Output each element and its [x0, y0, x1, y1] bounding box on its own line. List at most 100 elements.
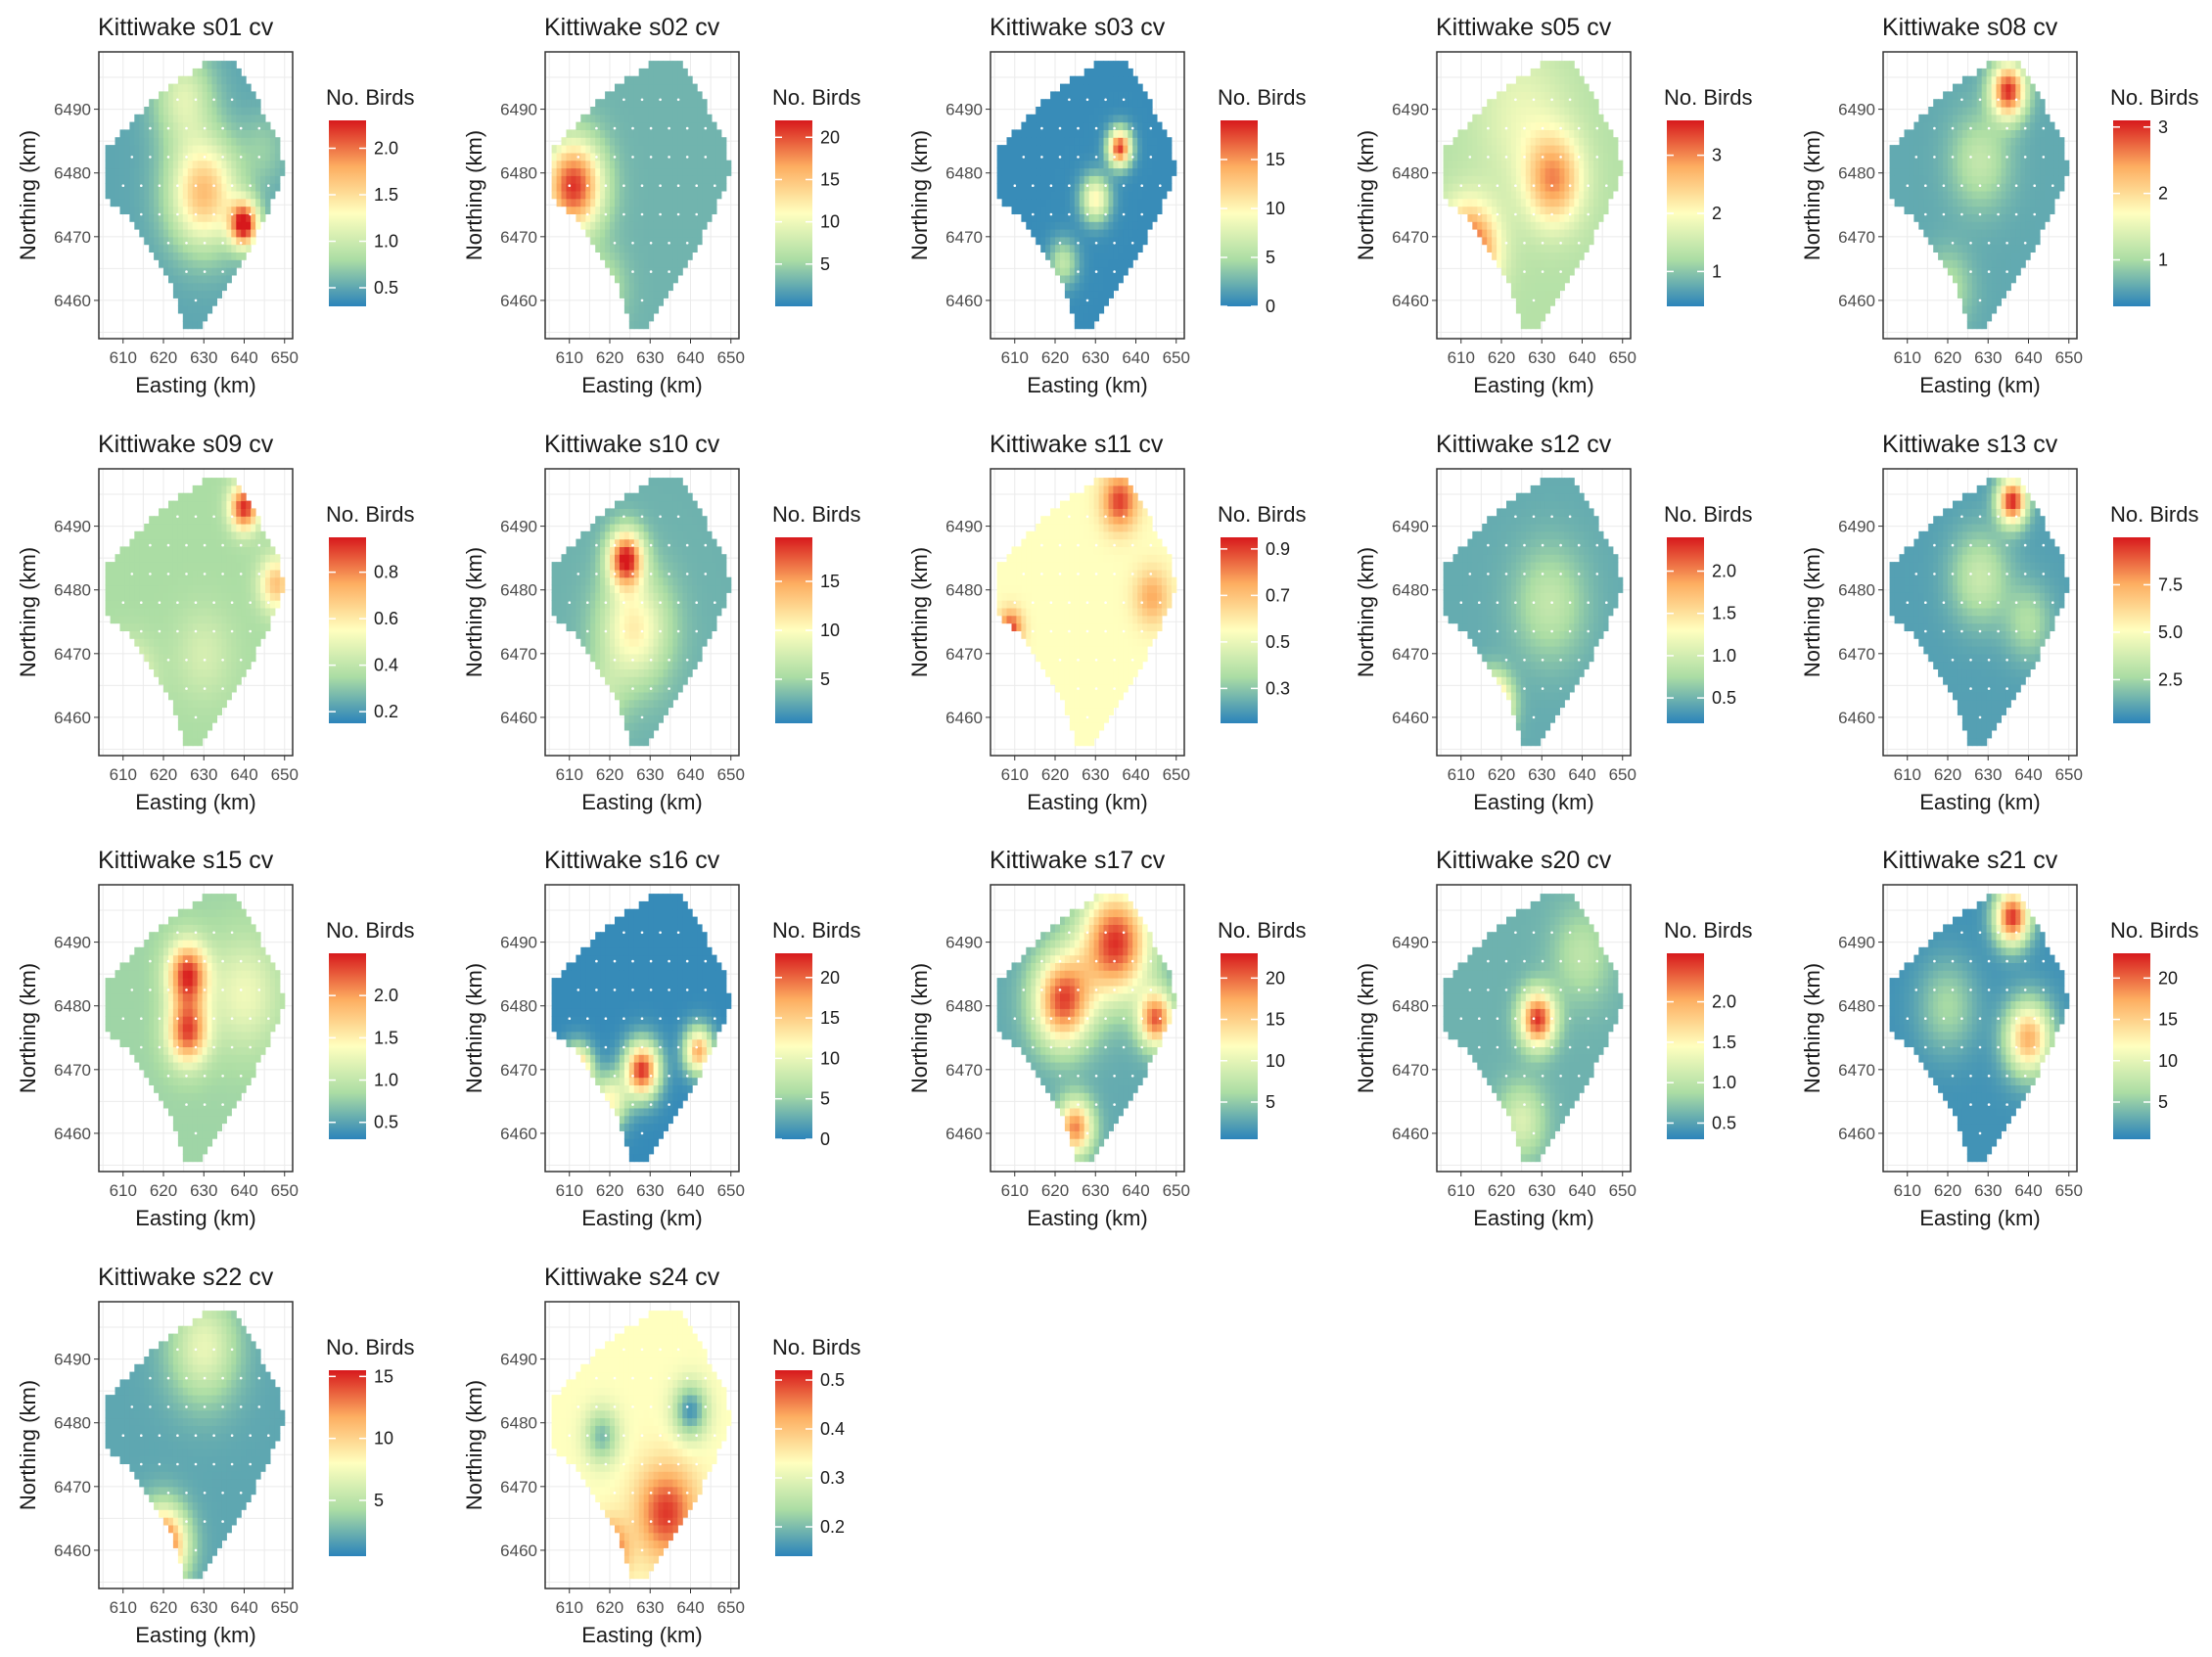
- survey-point: [1969, 242, 1972, 245]
- heatmap-cell: [260, 190, 266, 200]
- survey-point: [659, 212, 662, 216]
- heatmap-cell: [216, 676, 222, 685]
- heatmap-cell: [197, 524, 204, 532]
- heatmap-cell: [163, 684, 169, 693]
- heatmap-cell: [1603, 137, 1609, 146]
- heatmap-cell: [207, 508, 213, 517]
- heatmap-cell: [1510, 274, 1517, 284]
- y-tick-label: 6460: [1392, 292, 1429, 310]
- heatmap-cell: [124, 615, 130, 624]
- heatmap-cell: [1123, 107, 1129, 115]
- heatmap-cell: [1501, 160, 1507, 169]
- heatmap-cell: [1501, 99, 1507, 108]
- heatmap-cell: [623, 121, 630, 130]
- heatmap-cell: [1050, 175, 1056, 184]
- heatmap-cell: [1108, 274, 1114, 284]
- heatmap-cell: [197, 699, 204, 709]
- heatmap-cell: [124, 175, 130, 184]
- heatmap-cell: [1544, 121, 1551, 130]
- heatmap-cell: [1933, 183, 1939, 192]
- heatmap-cell: [1006, 190, 1012, 200]
- heatmap-cell: [605, 114, 611, 123]
- heatmap-cell: [207, 607, 213, 617]
- heatmap-cell: [1448, 198, 1454, 207]
- heatmap-cell: [251, 183, 256, 192]
- heatmap-cell: [720, 160, 727, 169]
- heatmap-cell: [1147, 198, 1153, 207]
- heatmap-cell: [192, 646, 199, 655]
- heatmap-cell: [1452, 190, 1458, 200]
- heatmap-cell: [1055, 160, 1061, 169]
- heatmap-cell: [2053, 137, 2060, 146]
- heatmap-cell: [279, 167, 286, 176]
- heatmap-cell: [643, 145, 650, 154]
- heatmap-cell: [211, 562, 217, 571]
- heatmap-cell: [1123, 213, 1129, 222]
- heatmap-cell: [687, 99, 693, 108]
- heatmap-cell: [610, 160, 616, 169]
- heatmap-cell: [182, 129, 189, 138]
- heatmap-cell: [1074, 91, 1081, 100]
- heatmap-cell: [1520, 305, 1527, 314]
- heatmap-cell: [1510, 282, 1517, 292]
- heatmap-cell: [1123, 68, 1129, 77]
- heatmap-cell: [1953, 129, 1959, 138]
- heatmap-cell: [192, 160, 199, 169]
- heatmap-cell: [2010, 121, 2016, 130]
- heatmap-cell: [197, 722, 204, 731]
- heatmap-cell: [610, 252, 616, 260]
- heatmap-cell: [648, 175, 655, 184]
- heatmap-cell: [1064, 236, 1071, 246]
- heatmap-cell: [207, 152, 213, 161]
- heatmap-cell: [1492, 198, 1498, 207]
- heatmap-cell: [1928, 236, 1934, 246]
- heatmap-cell: [1986, 206, 1993, 214]
- heatmap-cell: [672, 175, 678, 184]
- heatmap-cell: [668, 183, 673, 192]
- heatmap-cell: [202, 676, 208, 685]
- panel-title: Kittiwake s08 cv: [1882, 14, 2058, 41]
- heatmap-cell: [124, 546, 130, 555]
- heatmap-cell: [648, 213, 655, 222]
- x-tick-label: 620: [1488, 348, 1515, 367]
- heatmap-cell: [1554, 145, 1560, 154]
- heatmap-cell: [192, 107, 199, 115]
- heatmap-cell: [1559, 160, 1565, 169]
- heatmap-cell: [1957, 114, 1963, 123]
- heatmap-cell: [1943, 236, 1949, 246]
- heatmap-cell: [1913, 129, 1919, 138]
- survey-point: [140, 184, 143, 187]
- heatmap-cell: [149, 190, 155, 200]
- heatmap-cell: [1938, 129, 1944, 138]
- heatmap-cell: [1598, 137, 1604, 146]
- heatmap-cell: [187, 114, 194, 123]
- heatmap-cell: [1525, 206, 1532, 214]
- heatmap-cell: [211, 661, 217, 669]
- heatmap-cell: [707, 145, 713, 154]
- heatmap-cell: [2010, 229, 2016, 238]
- heatmap-cell: [590, 114, 596, 123]
- heatmap-cell: [687, 221, 693, 230]
- heatmap-cell: [615, 83, 621, 92]
- survey-point: [1523, 126, 1526, 130]
- heatmap-cell: [1569, 236, 1575, 246]
- heatmap-cell: [202, 274, 208, 284]
- heatmap-cell: [163, 546, 169, 555]
- heatmap-cell: [1598, 190, 1604, 200]
- x-axis-title: Easting (km): [1027, 373, 1147, 397]
- heatmap-cell: [163, 252, 169, 260]
- heatmap-cell: [202, 668, 208, 677]
- heatmap-cell: [1113, 75, 1119, 85]
- heatmap-cell: [2015, 267, 2021, 276]
- heatmap-cell: [134, 530, 140, 540]
- heatmap-cell: [1589, 99, 1594, 108]
- heatmap-cell: [1079, 274, 1085, 284]
- heatmap-cell: [1060, 137, 1066, 146]
- heatmap-cell: [1079, 175, 1085, 184]
- heatmap-cell: [1540, 99, 1546, 108]
- heatmap-cell: [643, 305, 650, 314]
- heatmap-cell: [1157, 160, 1163, 169]
- heatmap-cell: [1589, 167, 1594, 176]
- heatmap-cell: [274, 160, 281, 169]
- heatmap-cell: [172, 282, 179, 292]
